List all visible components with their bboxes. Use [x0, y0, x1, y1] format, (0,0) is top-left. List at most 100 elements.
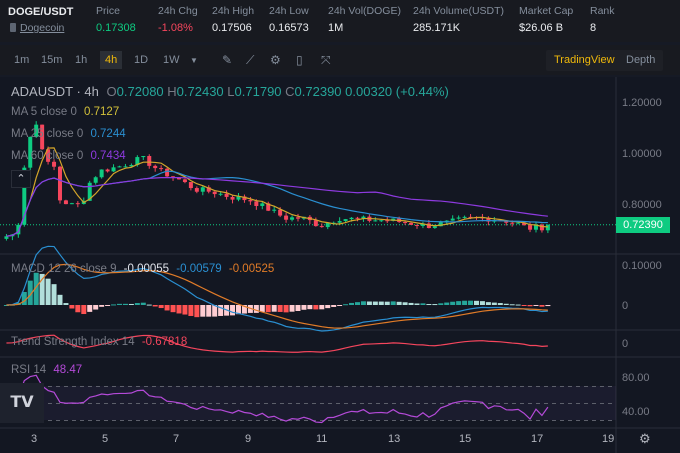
macd-histogram-bar [57, 294, 63, 305]
macd-histogram-bar [111, 304, 117, 306]
candle-body [373, 220, 378, 222]
interval-dropdown-icon[interactable]: ▼ [190, 56, 198, 65]
candle-body [504, 220, 509, 223]
macd-histogram-bar [301, 305, 307, 310]
macd-histogram-bar [283, 305, 289, 313]
macd-histogram-bar [456, 301, 462, 305]
tsi-tick: 0 [622, 338, 629, 350]
interval-1w[interactable]: 1W [163, 54, 180, 66]
interval-4h[interactable]: 4h [100, 51, 123, 69]
macd-histogram-bar [182, 305, 188, 315]
candle-body [22, 167, 27, 225]
stat-value: $26.06 B [519, 22, 564, 34]
macd-histogram-bar [152, 305, 158, 307]
macd-histogram-bar [325, 305, 331, 309]
macd-histogram-bar [527, 305, 533, 307]
candle-body [111, 167, 116, 172]
candle-body [539, 224, 544, 231]
macd-histogram-bar [515, 304, 521, 306]
candle-body [188, 182, 193, 189]
candle-body [194, 188, 199, 192]
macd-histogram-bar [414, 303, 420, 305]
candle-body [462, 216, 467, 218]
candle-body [200, 187, 205, 192]
tsi-legend: Trend Strength Index 14 -0.67818 [11, 336, 188, 348]
collapse-legend-button[interactable]: ⌃ [11, 170, 31, 188]
stat-label: 24h High [212, 5, 255, 17]
interval-1d[interactable]: 1D [134, 54, 149, 66]
coin-link[interactable]: Dogecoin [10, 22, 64, 34]
pair-name[interactable]: DOGE/USDT [8, 6, 74, 18]
candle-body [379, 220, 384, 222]
macd-histogram-bar [200, 305, 206, 317]
macd-histogram-bar [319, 305, 325, 310]
macd-histogram-bar [140, 302, 146, 305]
macd-histogram-bar [235, 305, 241, 315]
macd-histogram-bar [75, 305, 81, 313]
low-value: 0.71790 [234, 84, 282, 99]
macd-histogram-bar [188, 305, 194, 316]
macd-histogram-bar [337, 305, 343, 306]
macd-histogram-bar [313, 305, 319, 310]
settings-icon[interactable]: ⚙ [270, 53, 281, 67]
candle-body [182, 179, 187, 183]
macd-histogram-bar [3, 305, 9, 306]
candle-body [57, 166, 62, 201]
o-label: O [106, 84, 117, 99]
candle-body [254, 201, 259, 206]
macd-histogram-bar [533, 305, 539, 306]
macd-histogram-bar [473, 300, 479, 305]
macd-histogram-bar [420, 303, 426, 305]
interval-15m[interactable]: 15m [41, 54, 63, 66]
candle-body [278, 209, 283, 216]
macd-histogram-bar [27, 280, 33, 305]
macd-histogram-bar [206, 305, 212, 317]
stat-rank: Rank 8 [590, 5, 615, 34]
macd-histogram-bar [230, 305, 236, 316]
chart-settings-icon[interactable]: ⚙ [639, 431, 651, 446]
candle-body [206, 187, 211, 192]
depth-tab[interactable]: Depth [618, 50, 664, 71]
stat-24h-high: 24h High 0.17506 [212, 5, 254, 34]
signal-line [6, 263, 548, 329]
open-value: 0.72080 [116, 84, 164, 99]
tsi-line [6, 334, 548, 353]
macd-histogram-bar [366, 301, 372, 305]
candle-body [147, 156, 152, 166]
stat-value: 0.17308 [96, 22, 136, 34]
fullscreen-icon[interactable]: ⤧ [321, 53, 331, 67]
macd-histogram-bar [87, 305, 93, 312]
candle-body [438, 222, 443, 227]
macd-histogram-bar [485, 302, 491, 305]
stat-price: Price 0.17308 [96, 5, 136, 34]
tradingview-tab[interactable]: TradingView [546, 50, 623, 71]
macd-histogram-bar [81, 305, 87, 315]
time-tick: 19 [602, 433, 615, 445]
macd-histogram-bar [360, 301, 366, 305]
interval-1m[interactable]: 1m [14, 54, 30, 66]
save-icon[interactable]: ▯ [296, 53, 303, 67]
candle-body [533, 224, 538, 230]
macd-histogram-bar [218, 305, 224, 316]
candle-body [266, 203, 271, 211]
candle-body [4, 236, 9, 239]
candle-body [468, 216, 473, 218]
symbol-label: ADAUSDT · 4h [11, 84, 99, 99]
candle-body [46, 149, 51, 162]
macd-histogram-bar [259, 305, 265, 312]
macd-histogram-bar [468, 300, 474, 305]
macd-histogram-bar [105, 305, 111, 306]
macd-histogram-bar [384, 301, 390, 305]
draw-icon[interactable]: ✎ [222, 53, 233, 67]
candle-body [117, 166, 122, 168]
candle-body [284, 215, 289, 220]
macd-histogram-bar [194, 305, 200, 318]
interval-1h[interactable]: 1h [75, 54, 88, 66]
macd-histogram-bar [93, 305, 99, 310]
indicator-icon[interactable]: ⟋ [246, 53, 255, 67]
macd-legend: MACD 12 26 close 9 -0.00055 -0.00579 -0.… [11, 263, 275, 275]
stat-24h-low: 24h Low 0.16573 [269, 5, 309, 34]
rsi-line [6, 374, 549, 424]
chart-area[interactable] [0, 77, 680, 453]
